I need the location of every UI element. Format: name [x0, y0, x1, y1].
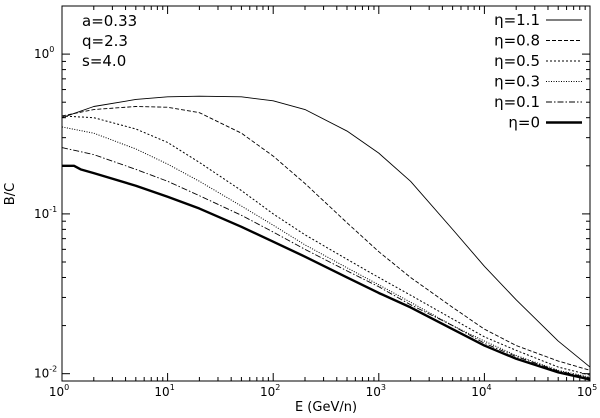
x-tick-exponent: 1 [170, 383, 175, 392]
series-line [61, 106, 591, 371]
parameter-label: q=2.3 [82, 32, 128, 50]
x-tick-label: 104 [471, 383, 491, 399]
y-tick-exponent: 0 [49, 45, 54, 54]
x-tick-base: 10 [577, 385, 592, 399]
x-tick-exponent: 5 [592, 383, 597, 392]
legend-label: η=0.1 [494, 93, 540, 111]
legend-label: η=0 [508, 114, 540, 132]
parameter-labels: a=0.33 q=2.3 s=4.0 [82, 12, 137, 70]
x-tick-label: 105 [577, 383, 597, 399]
legend-label: η=0.8 [494, 32, 540, 50]
parameter-label: a=0.33 [82, 12, 137, 30]
y-axis-title: B/C [3, 183, 18, 205]
y-tick-label: 10-1 [34, 205, 57, 221]
x-tick-exponent: 3 [381, 383, 386, 392]
legend-label: η=1.1 [494, 11, 540, 29]
y-tick-base: 10 [34, 207, 49, 221]
series-line [61, 115, 591, 376]
y-tick-exponent: -1 [49, 205, 57, 214]
x-tick-base: 10 [154, 385, 169, 399]
x-tick-label: 100 [49, 383, 69, 399]
x-tick-label: 103 [366, 383, 386, 399]
x-tick-label: 101 [154, 383, 174, 399]
legend: η=1.1 η=0.8 η=0.5 η=0.3 η=0.1 η=0 [494, 11, 582, 132]
series-line [61, 147, 591, 379]
x-tick-base: 10 [471, 385, 486, 399]
x-axis-title: E (GeV/n) [295, 400, 357, 415]
parameter-label: s=4.0 [82, 52, 126, 70]
x-tick-base: 10 [49, 385, 64, 399]
legend-label: η=0.5 [494, 52, 540, 70]
x-tick-exponent: 0 [64, 383, 69, 392]
series-line [61, 126, 591, 378]
x-tick-label: 102 [260, 383, 280, 399]
y-tick-label: 10-2 [34, 365, 57, 381]
y-tick-base: 10 [34, 367, 49, 381]
x-tick-exponent: 2 [275, 383, 280, 392]
y-tick-base: 10 [34, 47, 49, 61]
y-tick-exponent: -2 [49, 365, 57, 374]
x-tick-exponent: 4 [486, 383, 491, 392]
x-tick-base: 10 [366, 385, 381, 399]
y-tick-label: 100 [34, 45, 54, 61]
x-tick-base: 10 [260, 385, 275, 399]
tick-marks [61, 5, 591, 382]
series-lines [61, 95, 591, 381]
series-line [62, 164, 591, 381]
legend-label: η=0.3 [494, 73, 540, 91]
plot-frame [61, 5, 591, 382]
series-line [61, 95, 591, 368]
